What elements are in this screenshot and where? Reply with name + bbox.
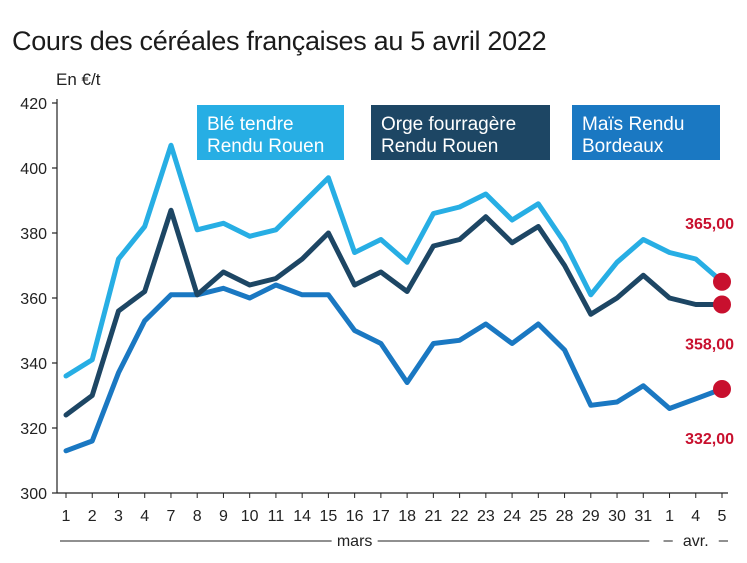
end-point-marker <box>713 272 731 291</box>
x-tick-label: 24 <box>503 508 521 525</box>
legend-label: Maïs Rendu <box>582 114 684 135</box>
end-value-label: 358,00 <box>685 337 734 354</box>
x-tick-label: 11 <box>268 508 285 525</box>
y-tick-label: 380 <box>20 226 47 243</box>
series-line <box>63 142 725 379</box>
x-tick-label: 21 <box>424 508 442 525</box>
month-label: avr. <box>683 533 709 550</box>
y-tick-label: 340 <box>20 356 47 373</box>
x-tick-label: 1 <box>665 508 674 525</box>
x-tick-label: 17 <box>372 508 390 525</box>
end-value-label: 365,00 <box>685 216 734 233</box>
month-label: mars <box>337 533 373 550</box>
x-tick-label: 23 <box>477 508 495 525</box>
series-layer <box>63 142 731 454</box>
legend-label: Rendu Rouen <box>207 136 324 157</box>
y-tick-label: 420 <box>20 96 47 113</box>
end-value-labels: 365,00 358,00 332,00 <box>685 216 734 448</box>
x-tick-label: 2 <box>88 508 97 525</box>
y-tick-label: 300 <box>20 486 47 503</box>
y-tick-label: 400 <box>20 161 47 178</box>
x-tick-label: 4 <box>140 508 149 525</box>
legend-box <box>371 105 550 160</box>
legend-label: Bordeaux <box>582 136 664 157</box>
x-tick-label: 25 <box>529 508 547 525</box>
legend-box <box>572 105 720 160</box>
x-tick-label: 22 <box>451 508 469 525</box>
legend-label: Rendu Rouen <box>381 136 498 157</box>
series-line <box>63 282 725 454</box>
end-point-marker <box>713 380 731 398</box>
series-line <box>63 207 725 418</box>
x-tick-label: 29 <box>582 508 600 525</box>
y-tick-label: 360 <box>20 291 47 308</box>
y-axis-unit-label: En €/t <box>56 70 101 89</box>
x-tick-label: 18 <box>398 508 416 525</box>
legend-label: Orge fourragère <box>381 114 516 135</box>
x-tick-label: 15 <box>320 508 338 525</box>
legend-label: Blé tendre <box>207 114 294 135</box>
x-tick-label: 28 <box>556 508 574 525</box>
x-tick-label: 1 <box>62 508 71 525</box>
x-tick-label: 4 <box>691 508 700 525</box>
x-tick-label: 16 <box>346 508 364 525</box>
x-tick-label: 8 <box>193 508 202 525</box>
x-tick-label: 9 <box>219 508 228 525</box>
x-tick-label: 10 <box>241 508 259 525</box>
x-tick-label: 3 <box>114 508 123 525</box>
y-tick-label: 320 <box>20 421 47 438</box>
chart-title: Cours des céréales françaises au 5 avril… <box>12 26 547 56</box>
x-tick-label: 7 <box>167 508 176 525</box>
end-value-label: 332,00 <box>685 431 734 448</box>
end-point-marker <box>713 295 731 314</box>
legend-box <box>197 105 344 160</box>
x-tick-label: 5 <box>718 508 727 525</box>
x-tick-label: 31 <box>634 508 652 525</box>
x-tick-label: 14 <box>293 508 311 525</box>
x-tick-label: 30 <box>608 508 626 525</box>
